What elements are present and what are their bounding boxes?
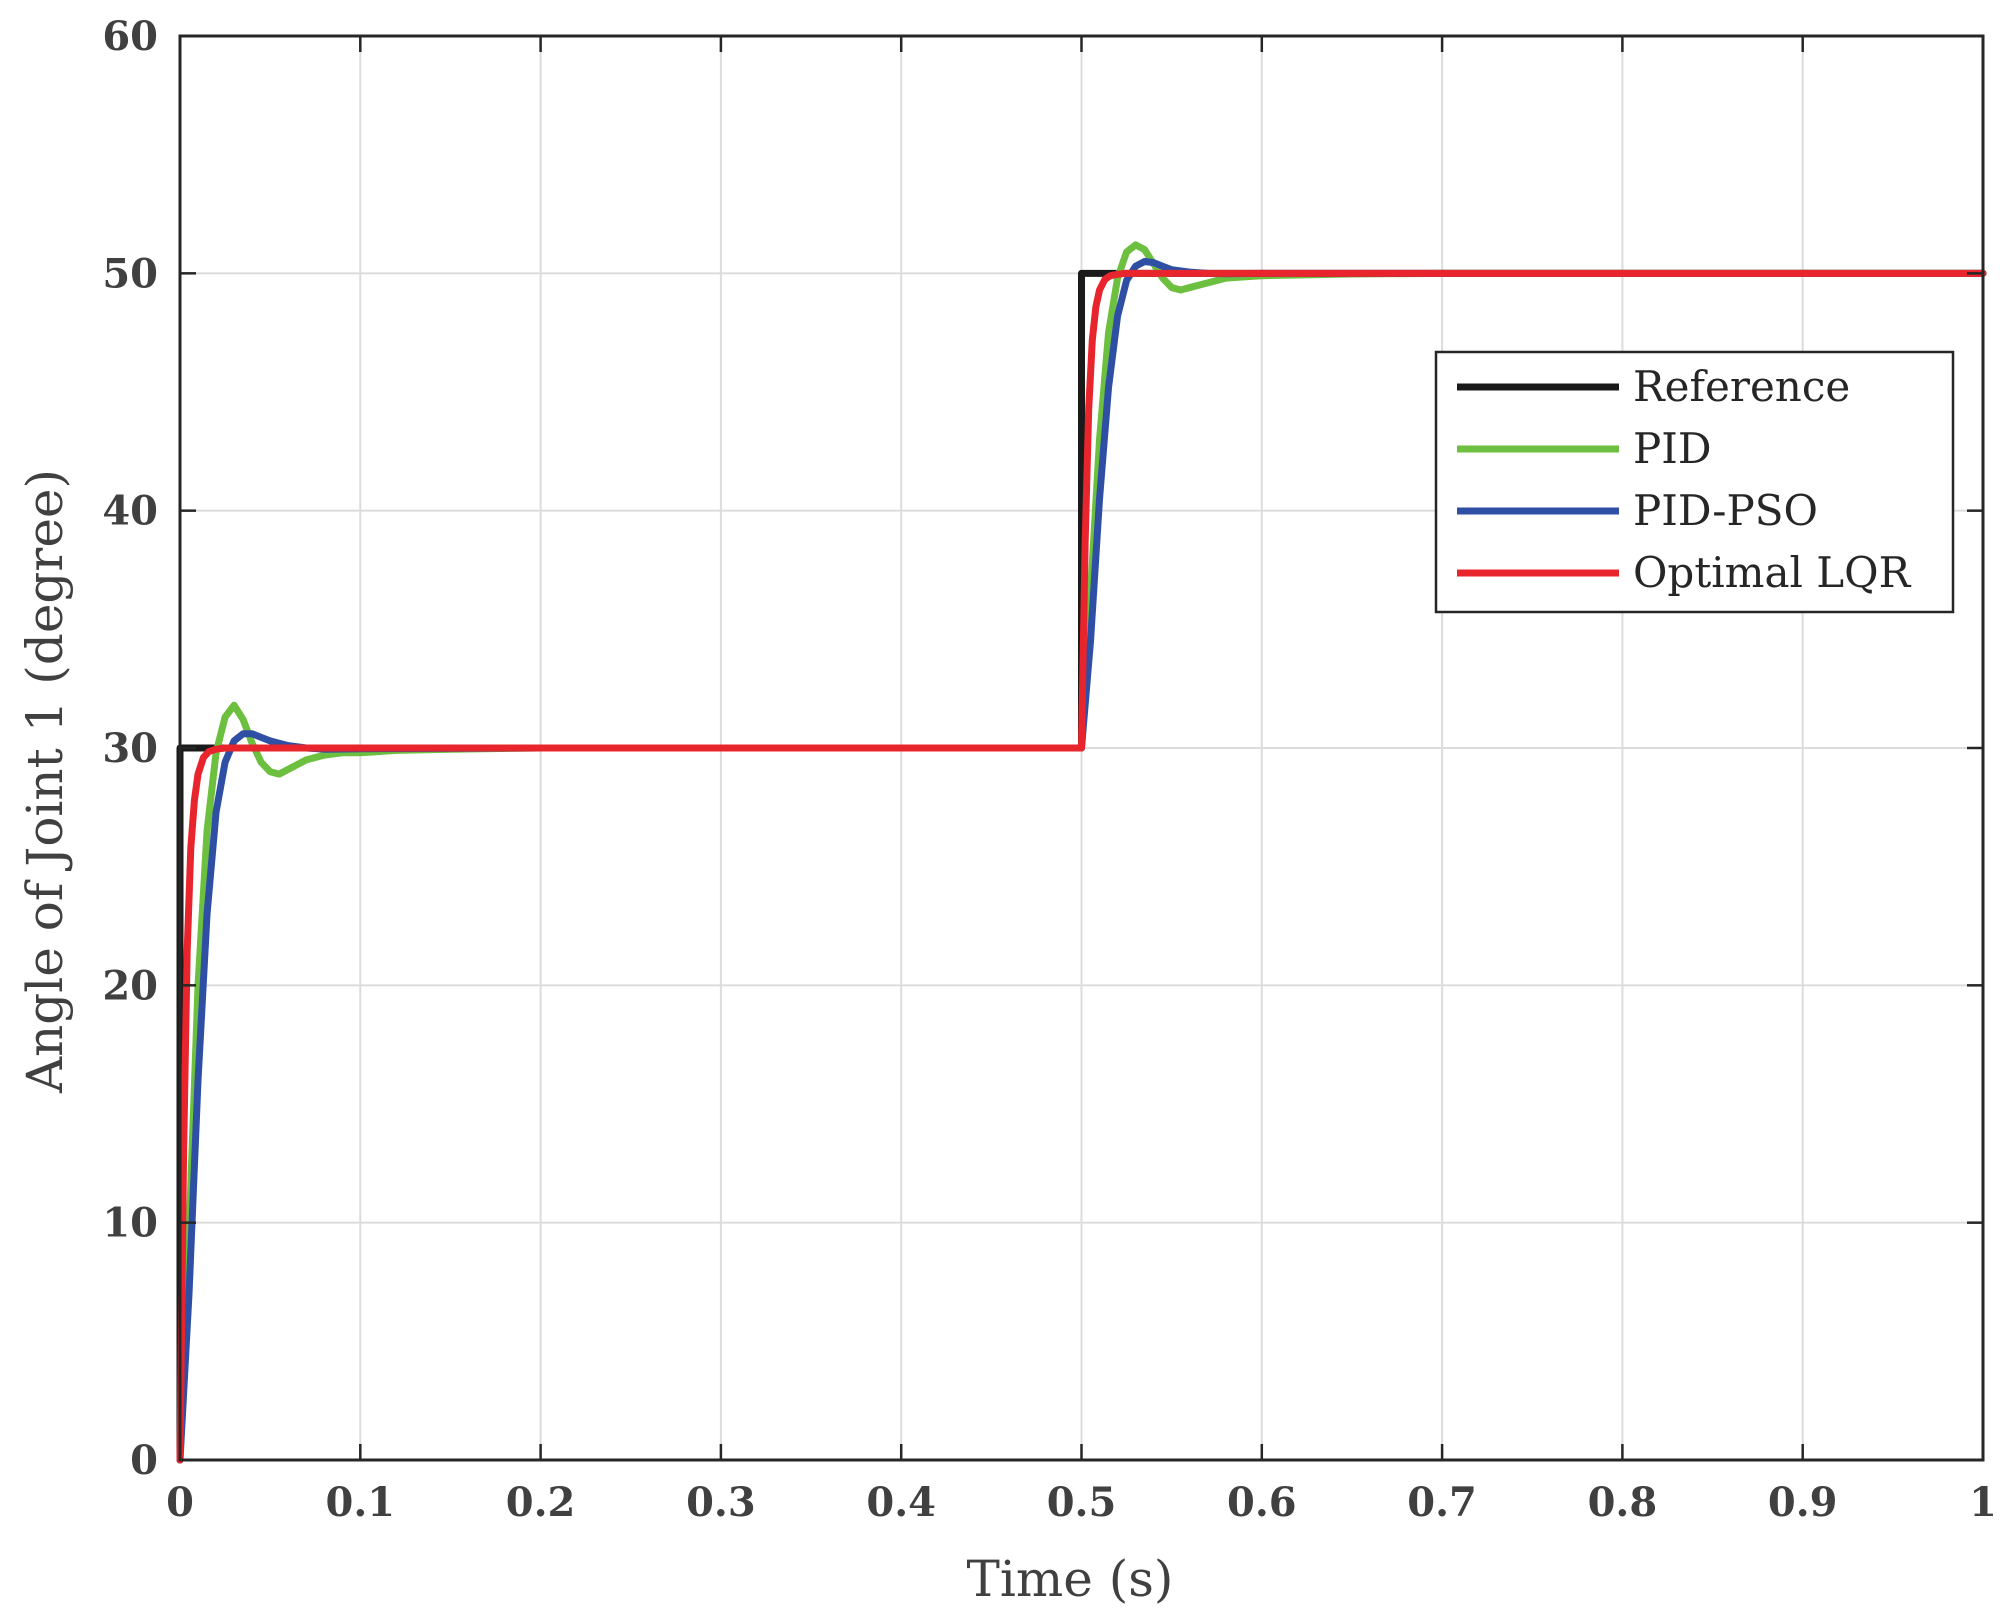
x-axis-label: Time (s): [967, 1550, 1174, 1608]
y-tick-label: 30: [102, 725, 158, 772]
x-tick-label: 0.9: [1768, 1479, 1838, 1526]
x-tick-label: 0.4: [866, 1479, 936, 1526]
series-line-optimal-lqr: [176, 269, 1987, 1464]
y-tick-label: 0: [130, 1437, 158, 1484]
x-tick-label: 0.6: [1227, 1479, 1297, 1526]
y-tick-label: 50: [102, 250, 158, 297]
legend-label-pid: PID: [1633, 424, 1712, 473]
y-tick-label: 60: [102, 13, 158, 60]
x-tick-label: 0.8: [1588, 1479, 1658, 1526]
x-tick-label: 0.3: [686, 1479, 756, 1526]
x-tick-label: 0.1: [326, 1479, 396, 1526]
y-tick-label: 20: [102, 962, 158, 1009]
legend-label-optimal-lqr: Optimal LQR: [1633, 548, 1912, 597]
y-tick-label: 40: [102, 488, 158, 535]
ticks: [178, 34, 1985, 1462]
legend-box: [1434, 350, 1955, 614]
x-tick-label: 1: [1969, 1479, 1997, 1526]
y-tick-labels: 0 10 20 30 40 50 60: [102, 13, 158, 1484]
legend-label-pid-pso: PID-PSO: [1633, 486, 1818, 535]
x-tick-label: 0.7: [1407, 1479, 1477, 1526]
y-tick-label: 10: [102, 1200, 158, 1247]
legend-label-reference: Reference: [1633, 362, 1850, 411]
legend: Reference PID PID-PSO Optimal LQR: [1434, 350, 1955, 614]
x-tick-label: 0.2: [506, 1479, 576, 1526]
x-tick-label: 0: [166, 1479, 194, 1526]
x-tick-label: 0.5: [1047, 1479, 1117, 1526]
x-tick-labels: 0 0.1 0.2 0.3 0.4 0.5 0.6 0.7 0.8 0.9 1: [166, 1479, 1997, 1526]
y-axis-label: Angle of Joint 1 (degree): [16, 469, 74, 1094]
